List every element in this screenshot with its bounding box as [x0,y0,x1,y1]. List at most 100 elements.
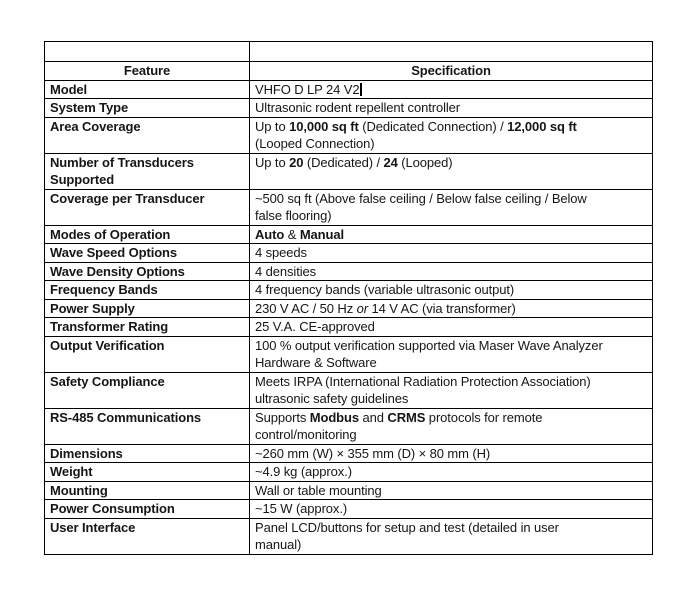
spec-text-segment: 100 % output verification supported via … [255,337,603,353]
spec-text-segment: VHFO D LP 24 V2 [255,81,360,97]
spec-text-segment: Ultrasonic rodent repellent controller [255,100,461,115]
spec-text-segment: & [284,226,300,242]
spec-cell[interactable]: Ultrasonic rodent repellent controller [249,98,653,118]
table-row: Weight ~4.9 kg (approx.) [44,462,653,482]
feature-cell[interactable]: Transformer Rating [44,317,250,337]
spec-table-body: Feature Specification Model VHFO D LP 24 … [44,41,653,555]
spec-cell[interactable]: Supports Modbus and CRMS protocols for r… [249,407,653,445]
spec-text-segment: ~500 sq ft (Above false ceiling / Below … [255,190,587,206]
feature-cell[interactable]: Wave Speed Options [44,243,250,263]
feature-cell[interactable]: Power Consumption [44,499,250,519]
spec-text-segment: ~260 mm (W) × 355 mm (D) × 80 mm (H) [255,445,491,461]
spec-text-segment: Manual [299,226,344,242]
feature-cell[interactable]: System Type [44,98,250,118]
spec-text-segment: Hardware & Software [255,355,377,370]
spec-text-segment: 4 speeds [255,245,307,260]
table-row: Model VHFO D LP 24 V2 [44,79,653,99]
spec-text-segment: Meets IRPA (International Radiation Prot… [255,373,591,389]
column-header-specification[interactable]: Specification [249,61,653,81]
feature-cell[interactable]: Model [44,79,250,99]
spec-cell[interactable]: 4 speeds [249,243,653,263]
feature-cell[interactable]: Power Supply [44,298,250,318]
empty-feature-cell[interactable] [44,41,250,62]
spec-text-segment: 4 frequency bands (variable ultrasonic o… [255,282,515,297]
spec-text-segment: (Looped Connection) [255,136,375,151]
spec-text-segment: CRMS [387,409,426,425]
feature-cell[interactable]: Area Coverage [44,116,250,154]
spec-cell[interactable]: 25 V.A. CE-approved [249,317,653,337]
table-row: Wave Speed Options 4 speeds [44,243,653,263]
feature-cell[interactable]: Number of Transducers Supported [44,152,250,190]
feature-cell[interactable]: Frequency Bands [44,280,250,300]
spec-cell[interactable]: Up to 20 (Dedicated) / 24 (Looped) [249,152,653,190]
feature-cell[interactable]: Coverage per Transducer [44,188,250,226]
spec-text-segment: control/monitoring [255,427,357,442]
spec-cell[interactable]: ~15 W (approx.) [249,499,653,519]
table-row: User Interface Panel LCD/buttons for setu… [44,517,653,555]
spec-text-segment: Up to [255,118,290,134]
feature-cell[interactable]: User Interface [44,517,250,555]
spec-text-segment: 14 V AC (via transformer) [368,300,516,316]
table-row: Transformer Rating 25 V.A. CE-approved [44,317,653,337]
spec-text-segment: (Dedicated) / [303,154,384,170]
spec-text-segment: ~15 W (approx.) [255,501,348,516]
spec-cell[interactable]: Panel LCD/buttons for setup and test (de… [249,517,653,555]
feature-cell[interactable]: RS-485 Communications [44,407,250,445]
spec-text-segment: or [356,300,368,316]
spec-text-segment: 230 V AC / 50 Hz [255,300,357,316]
spec-cell[interactable]: ~500 sq ft (Above false ceiling / Below … [249,188,653,226]
table-row: Dimensions ~260 mm (W) × 355 mm (D) × 80 … [44,443,653,463]
spec-text-segment: (Dedicated Connection) / [358,118,508,134]
spec-text-segment: false flooring) [255,208,332,223]
spec-text-segment: and [358,409,388,425]
spec-text-segment: protocols for remote [425,409,543,425]
table-row: System Type Ultrasonic rodent repellent c… [44,98,653,118]
feature-cell[interactable]: Mounting [44,480,250,500]
table-row: Power Consumption ~15 W (approx.) [44,499,653,519]
feature-cell[interactable]: Safety Compliance [44,371,250,409]
header-row: Feature Specification [44,61,653,81]
table-row: Number of Transducers Supported Up to 20 … [44,152,653,190]
table-row: Coverage per Transducer ~500 sq ft (Above… [44,188,653,226]
feature-cell[interactable]: Dimensions [44,443,250,463]
spec-cell[interactable]: Wall or table mounting [249,480,653,500]
spec-cell[interactable]: ~260 mm (W) × 355 mm (D) × 80 mm (H) [249,443,653,463]
spec-text-segment: Modbus [309,409,359,425]
empty-spec-cell[interactable] [249,41,653,62]
text-cursor-caret [360,82,362,96]
spec-text-segment: 12,000 sq ft [507,118,577,134]
spec-cell[interactable]: VHFO D LP 24 V2 [249,79,653,99]
empty-top-row [44,41,653,62]
column-header-feature[interactable]: Feature [44,61,250,81]
table-row: Area Coverage Up to 10,000 sq ft (Dedicat… [44,116,653,154]
feature-cell[interactable]: Wave Density Options [44,261,250,281]
spec-cell[interactable]: 4 densities [249,261,653,281]
spec-table: Feature Specification Model VHFO D LP 24 … [44,41,653,555]
spec-text-segment: 24 [383,154,398,170]
feature-cell[interactable]: Output Verification [44,335,250,373]
spec-text-segment: Up to [255,154,290,170]
spec-text-segment: 25 V.A. CE-approved [255,319,375,334]
spec-cell[interactable]: Up to 10,000 sq ft (Dedicated Connection… [249,116,653,154]
spec-text-segment: 4 densities [255,263,317,279]
table-row: Wave Density Options 4 densities [44,261,653,281]
spec-cell[interactable]: Auto & Manual [249,224,653,244]
spec-cell[interactable]: 100 % output verification supported via … [249,335,653,373]
spec-cell[interactable]: Meets IRPA (International Radiation Prot… [249,371,653,409]
spec-cell[interactable]: 230 V AC / 50 Hz or 14 V AC (via transfo… [249,298,653,318]
feature-cell[interactable]: Weight [44,462,250,482]
spec-text-segment: 20 [289,154,304,170]
spec-text-segment: Auto [255,226,285,242]
spec-text-segment: Panel LCD/buttons for setup and test (de… [255,519,559,535]
table-row: RS-485 Communications Supports Modbus and… [44,407,653,445]
spec-text-segment: manual) [255,537,302,552]
table-row: Output Verification 100 % output verifica… [44,335,653,373]
spec-cell[interactable]: 4 frequency bands (variable ultrasonic o… [249,280,653,300]
table-row: Frequency Bands 4 frequency bands (variab… [44,280,653,300]
spec-text-segment: ~4.9 kg (approx.) [255,464,352,479]
spec-text-segment: (Looped) [397,154,453,170]
spec-text-segment: Supports [255,409,310,425]
spec-cell[interactable]: ~4.9 kg (approx.) [249,462,653,482]
feature-cell[interactable]: Modes of Operation [44,224,250,244]
